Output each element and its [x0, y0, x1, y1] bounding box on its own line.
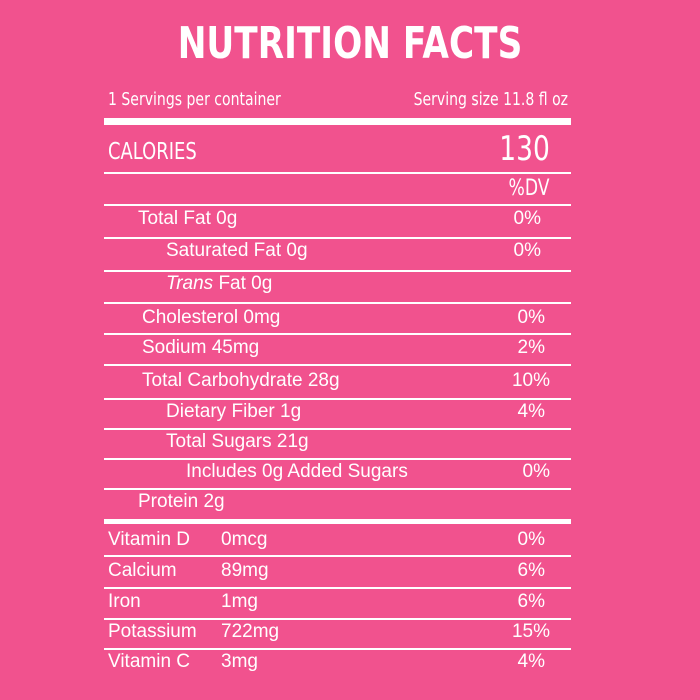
row-divider: [104, 428, 571, 430]
trans-fat-rest: Fat 0g: [213, 273, 273, 294]
total-carbohydrate-dv: 10%: [511, 370, 550, 391]
iron-name: Iron: [108, 591, 141, 612]
row-divider: [104, 618, 571, 620]
sodium-dv: 2%: [517, 337, 545, 358]
sodium-label: Sodium 45mg: [142, 337, 260, 358]
dietary-fiber-label: Dietary Fiber 1g: [166, 401, 302, 422]
vitamin-d-amount: 0mcg: [221, 529, 268, 550]
row-divider: [104, 333, 571, 335]
vitamins-thick-divider: [104, 519, 571, 524]
potassium-amount: 722mg: [221, 621, 280, 642]
calories-divider: [104, 172, 571, 174]
row-divider: [104, 555, 571, 557]
added-sugars-label: Includes 0g Added Sugars: [186, 461, 408, 482]
total-sugars-label: Total Sugars 21g: [166, 431, 309, 452]
added-sugars-dv: 0%: [522, 461, 550, 482]
row-divider: [104, 237, 571, 239]
total-carbohydrate-label: Total Carbohydrate 28g: [142, 370, 340, 391]
trans-fat-label: Trans Fat 0g: [166, 273, 272, 295]
total-fat-dv: 0%: [513, 208, 541, 229]
vitamin-d-name: Vitamin D: [108, 529, 191, 550]
calories-value: 130: [499, 129, 550, 169]
iron-amount: 1mg: [221, 591, 258, 612]
daily-value-header: %DV: [509, 176, 550, 201]
calcium-dv: 6%: [517, 560, 545, 581]
vitamin-c-name: Vitamin C: [108, 651, 191, 672]
vitamin-c-dv: 4%: [517, 651, 545, 672]
iron-dv: 6%: [517, 591, 545, 612]
row-divider: [104, 364, 571, 366]
serving-size: Serving size 11.8 fl oz: [413, 89, 568, 110]
nutrition-facts-title: NUTRITION FACTS: [177, 18, 523, 69]
top-thick-divider: [104, 118, 571, 125]
row-divider: [104, 587, 571, 589]
potassium-dv: 15%: [511, 621, 550, 642]
row-divider: [104, 458, 571, 460]
row-divider: [104, 398, 571, 400]
cholesterol-dv: 0%: [517, 307, 545, 328]
calories-label: CALORIES: [108, 139, 197, 165]
servings-per-container: 1 Servings per container: [108, 89, 281, 110]
trans-fat-italic: Trans: [166, 273, 214, 294]
cholesterol-label: Cholesterol 0mg: [142, 307, 281, 328]
total-fat-label: Total Fat 0g: [138, 208, 238, 229]
saturated-fat-dv: 0%: [513, 240, 541, 261]
dv-header-divider: [104, 204, 571, 206]
row-divider: [104, 302, 571, 304]
dietary-fiber-dv: 4%: [517, 401, 545, 422]
calcium-amount: 89mg: [221, 560, 269, 581]
protein-label: Protein 2g: [138, 491, 225, 512]
row-divider: [104, 270, 571, 272]
saturated-fat-label: Saturated Fat 0g: [166, 240, 308, 261]
calcium-name: Calcium: [108, 560, 177, 581]
row-divider: [104, 488, 571, 490]
row-divider: [104, 648, 571, 650]
vitamin-c-amount: 3mg: [221, 651, 258, 672]
potassium-name: Potassium: [108, 621, 197, 642]
vitamin-d-dv: 0%: [517, 529, 545, 550]
